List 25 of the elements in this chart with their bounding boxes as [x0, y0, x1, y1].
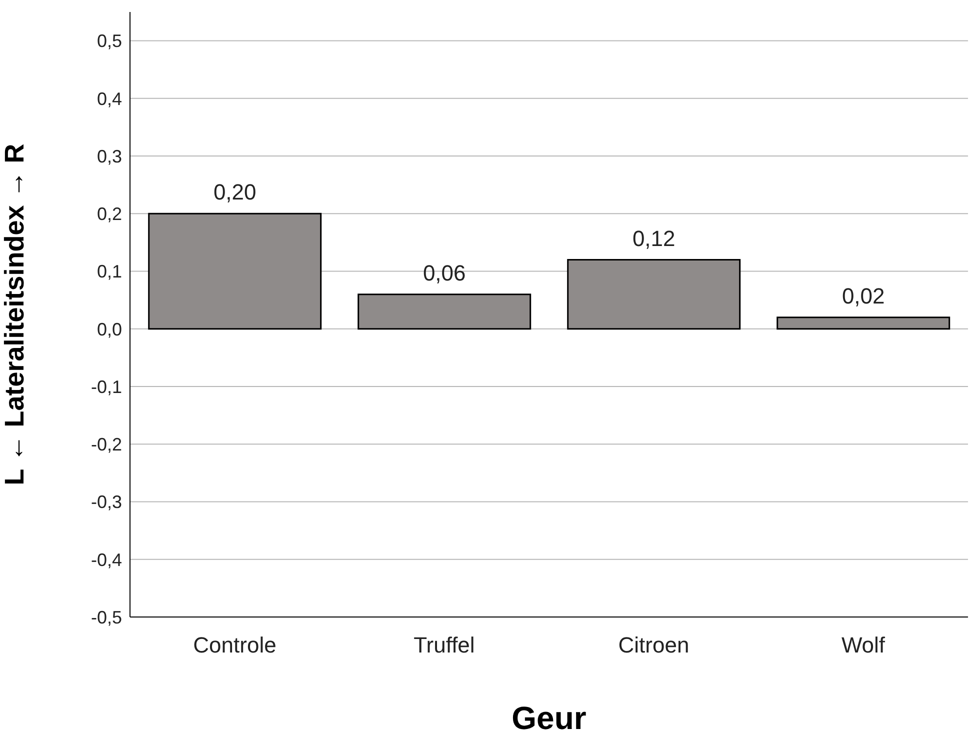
bar: [776, 316, 950, 330]
y-tick-label: -0,2: [90, 434, 122, 455]
data-label: 0,20: [213, 180, 256, 205]
bar: [358, 294, 532, 330]
x-axis-title: Geur: [512, 700, 586, 733]
y-axis-title: L ← Lateraliteitsindex → R: [0, 144, 30, 486]
x-tick-label: Controle: [193, 632, 276, 658]
bar: [148, 212, 322, 330]
y-tick-label: 0,1: [96, 262, 122, 282]
data-label: 0,12: [632, 226, 676, 251]
y-tick-label: -0,1: [90, 376, 122, 397]
y-tick-label: 0,3: [96, 146, 122, 166]
bar: [567, 259, 741, 330]
y-tick-label: 0,2: [96, 204, 122, 224]
data-label: 0,02: [842, 283, 885, 308]
y-tick-label: 0,0: [96, 319, 122, 340]
x-tick-label: Citroen: [618, 632, 690, 658]
y-tick-label: -0,5: [90, 607, 122, 628]
y-tick-label: -0,3: [90, 492, 122, 512]
x-tick-label: Wolf: [841, 632, 886, 658]
y-tick-label: 0,5: [96, 31, 122, 52]
y-tick-label: -0,4: [90, 550, 122, 570]
data-label: 0,06: [422, 260, 466, 286]
y-tick-label: 0,4: [96, 88, 122, 109]
x-tick-label: Truffel: [414, 632, 475, 658]
